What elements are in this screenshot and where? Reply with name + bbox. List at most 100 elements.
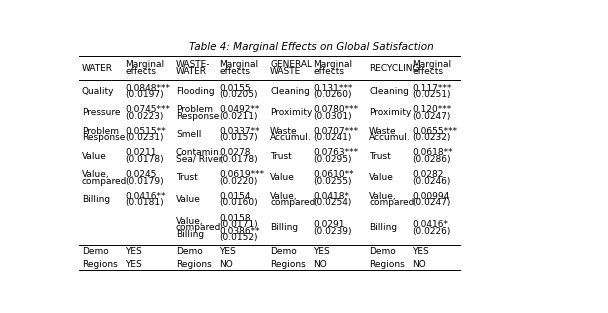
Text: (0.0251): (0.0251) <box>412 90 451 99</box>
Text: compared: compared <box>369 198 415 207</box>
Text: Problem: Problem <box>81 127 119 136</box>
Text: 0.131***: 0.131*** <box>314 84 353 93</box>
Text: Marginal: Marginal <box>412 60 452 69</box>
Text: (0.0226): (0.0226) <box>412 227 451 236</box>
Text: effects: effects <box>314 67 345 76</box>
Text: (0.0232): (0.0232) <box>412 133 451 142</box>
Text: (0.0220): (0.0220) <box>219 177 258 186</box>
Text: Billing: Billing <box>176 230 204 239</box>
Text: WATER: WATER <box>81 64 112 73</box>
Text: 0.0154: 0.0154 <box>219 192 250 201</box>
Text: (0.0254): (0.0254) <box>314 198 352 207</box>
Text: 0.0386**: 0.0386** <box>219 227 260 236</box>
Text: Value: Value <box>176 195 201 204</box>
Text: Billing: Billing <box>81 195 110 204</box>
Text: 0.0158: 0.0158 <box>219 214 251 223</box>
Text: compared: compared <box>176 223 221 232</box>
Text: 0.0780***: 0.0780*** <box>314 105 359 114</box>
Text: 0.0211: 0.0211 <box>125 148 156 157</box>
Text: Contamin.: Contamin. <box>176 148 223 157</box>
Text: 0.0848***: 0.0848*** <box>125 84 170 93</box>
Text: 0.0337**: 0.0337** <box>219 127 260 136</box>
Text: (0.0211): (0.0211) <box>219 112 258 121</box>
Text: Pressure: Pressure <box>81 108 120 117</box>
Text: (0.0246): (0.0246) <box>412 177 451 186</box>
Text: (0.0171): (0.0171) <box>219 220 258 229</box>
Text: Problem: Problem <box>176 105 213 114</box>
Text: Response: Response <box>81 133 125 142</box>
Text: (0.0205): (0.0205) <box>219 90 258 99</box>
Text: Regions: Regions <box>369 260 405 269</box>
Text: 0.0610**: 0.0610** <box>314 170 354 179</box>
Text: compared: compared <box>81 177 127 186</box>
Text: (0.0223): (0.0223) <box>125 112 164 121</box>
Text: (0.0178): (0.0178) <box>125 155 164 164</box>
Text: (0.0152): (0.0152) <box>219 233 258 242</box>
Text: Sea/ River: Sea/ River <box>176 155 223 164</box>
Text: 0.0618**: 0.0618** <box>412 148 453 157</box>
Text: Cleaning: Cleaning <box>369 87 409 96</box>
Text: WASTE: WASTE <box>270 67 302 76</box>
Text: 0.120***: 0.120*** <box>412 105 452 114</box>
Text: WASTE-: WASTE- <box>176 60 210 69</box>
Text: Value: Value <box>270 173 295 182</box>
Text: Trust: Trust <box>176 173 198 182</box>
Text: Demo: Demo <box>176 247 202 256</box>
Text: 0.0707***: 0.0707*** <box>314 127 359 136</box>
Text: 0.117***: 0.117*** <box>412 84 452 93</box>
Text: Marginal: Marginal <box>125 60 164 69</box>
Text: Value,: Value, <box>176 217 204 226</box>
Text: Value,: Value, <box>81 170 109 179</box>
Text: Proximity: Proximity <box>369 108 412 117</box>
Text: 0.0291: 0.0291 <box>314 220 345 229</box>
Text: 0.0492**: 0.0492** <box>219 105 260 114</box>
Text: Billing: Billing <box>270 223 299 232</box>
Text: (0.0157): (0.0157) <box>219 133 258 142</box>
Text: Value: Value <box>81 152 106 161</box>
Text: 0.0619***: 0.0619*** <box>219 170 264 179</box>
Text: Response: Response <box>176 112 219 121</box>
Text: 0.0245: 0.0245 <box>125 170 156 179</box>
Text: (0.0255): (0.0255) <box>314 177 352 186</box>
Text: NO: NO <box>314 260 327 269</box>
Text: Value,: Value, <box>369 192 396 201</box>
Text: (0.0301): (0.0301) <box>314 112 352 121</box>
Text: (0.0160): (0.0160) <box>219 198 258 207</box>
Text: (0.0295): (0.0295) <box>314 155 352 164</box>
Text: (0.0239): (0.0239) <box>314 227 352 236</box>
Text: NO: NO <box>219 260 233 269</box>
Text: 0.0282: 0.0282 <box>412 170 444 179</box>
Text: Value: Value <box>369 173 394 182</box>
Text: (0.0197): (0.0197) <box>125 90 164 99</box>
Text: Waste: Waste <box>369 127 396 136</box>
Text: 0.0278: 0.0278 <box>219 148 250 157</box>
Text: Marginal: Marginal <box>219 60 258 69</box>
Text: (0.0178): (0.0178) <box>219 155 258 164</box>
Text: YES: YES <box>125 260 142 269</box>
Text: (0.0286): (0.0286) <box>412 155 451 164</box>
Text: Quality: Quality <box>81 87 114 96</box>
Text: (0.0247): (0.0247) <box>412 198 451 207</box>
Text: Trust: Trust <box>369 152 391 161</box>
Text: effects: effects <box>125 67 156 76</box>
Text: 0.00994: 0.00994 <box>412 192 450 201</box>
Text: Accumul.: Accumul. <box>270 133 312 142</box>
Text: Value,: Value, <box>270 192 298 201</box>
Text: Waste: Waste <box>270 127 298 136</box>
Text: 0.0745***: 0.0745*** <box>125 105 170 114</box>
Text: compared: compared <box>270 198 316 207</box>
Text: Flooding: Flooding <box>176 87 215 96</box>
Text: 0.0418*: 0.0418* <box>314 192 350 201</box>
Text: Cleaning: Cleaning <box>270 87 310 96</box>
Text: 0.0763***: 0.0763*** <box>314 148 359 157</box>
Text: NO: NO <box>412 260 426 269</box>
Text: Smell: Smell <box>176 130 201 139</box>
Text: 0.0155: 0.0155 <box>219 84 251 93</box>
Text: (0.0260): (0.0260) <box>314 90 352 99</box>
Text: YES: YES <box>314 247 330 256</box>
Text: Trust: Trust <box>270 152 292 161</box>
Text: Regions: Regions <box>81 260 117 269</box>
Text: Accumul.: Accumul. <box>369 133 411 142</box>
Text: Regions: Regions <box>270 260 306 269</box>
Text: (0.0231): (0.0231) <box>125 133 164 142</box>
